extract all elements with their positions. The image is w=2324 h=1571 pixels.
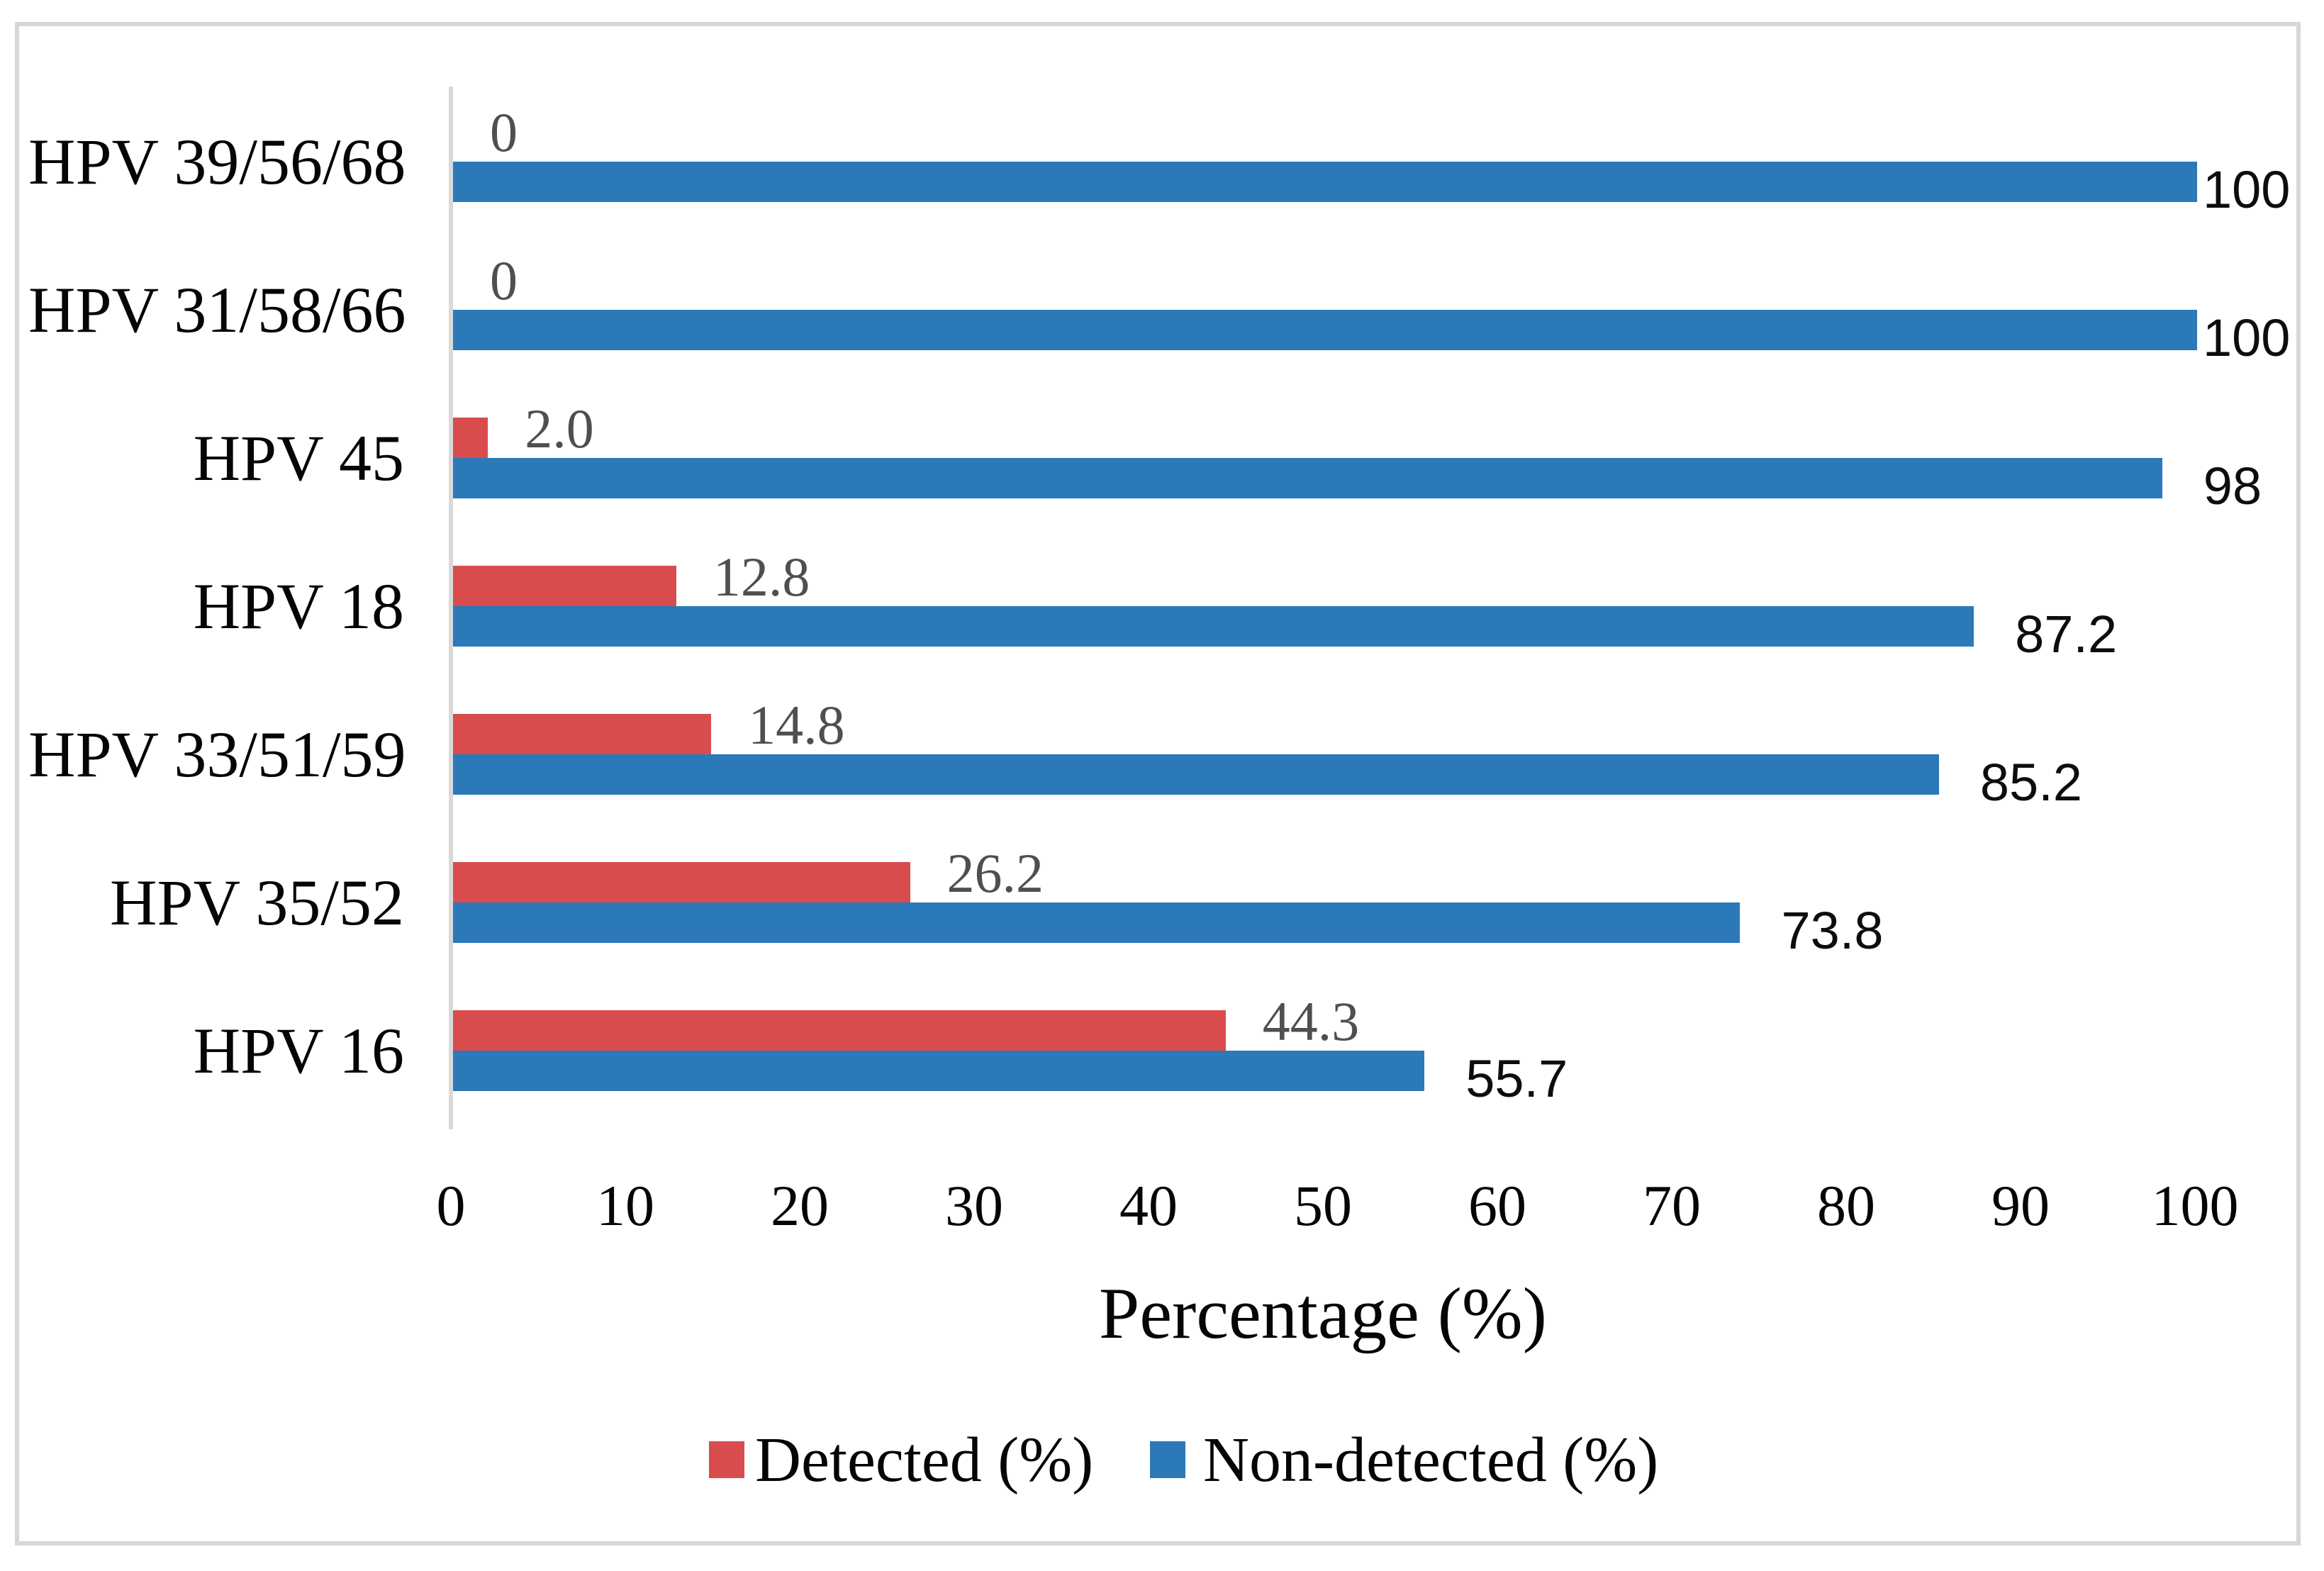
value-label-non-detected: 100 [2203, 160, 2291, 219]
value-label-non-detected: 85.2 [1979, 753, 2082, 812]
x-tick-label: 100 [2151, 1173, 2239, 1238]
bar-non-detected [453, 162, 2197, 202]
x-tick-label: 10 [596, 1173, 654, 1238]
category-label: HPV 39/56/68 [28, 125, 406, 198]
legend-swatch-non-detected [1150, 1441, 1185, 1478]
value-label-detected: 14.8 [748, 694, 845, 756]
category-label: HPV 45 [193, 422, 404, 494]
legend-label-detected: Detected (%) [755, 1425, 1094, 1495]
value-label-detected: 44.3 [1262, 990, 1360, 1052]
category-label: HPV 35/52 [110, 866, 404, 939]
category-label: HPV 18 [193, 570, 404, 642]
bar-non-detected [453, 310, 2197, 350]
x-tick-label: 40 [1119, 1173, 1178, 1238]
legend-label-non-detected: Non-detected (%) [1203, 1425, 1659, 1495]
x-tick-label: 90 [1991, 1173, 2050, 1238]
legend-swatch-detected [709, 1441, 744, 1478]
value-label-non-detected: 100 [2203, 308, 2291, 367]
category-label: HPV 33/51/59 [28, 718, 406, 790]
bar-detected [453, 566, 676, 606]
value-label-detected: 0 [490, 250, 518, 311]
x-tick-label: 20 [771, 1173, 829, 1238]
bar-detected [453, 862, 910, 902]
value-label-non-detected: 73.8 [1781, 901, 1884, 960]
bar-detected [453, 1010, 1226, 1051]
bar-detected [453, 714, 712, 754]
value-label-detected: 12.8 [713, 546, 810, 608]
x-tick-label: 30 [945, 1173, 1003, 1238]
x-axis-title: Percentage (%) [1099, 1273, 1547, 1354]
value-label-non-detected: 55.7 [1465, 1049, 1568, 1108]
category-label: HPV 16 [193, 1014, 404, 1087]
y-axis-line [449, 86, 453, 1129]
x-tick-label: 60 [1468, 1173, 1526, 1238]
value-label-detected: 2.0 [525, 398, 594, 459]
category-label: HPV 31/58/66 [28, 274, 406, 346]
bar-non-detected [453, 606, 1974, 647]
x-tick-label: 80 [1817, 1173, 1875, 1238]
x-tick-label: 0 [436, 1173, 466, 1238]
value-label-non-detected: 87.2 [2015, 605, 2118, 664]
value-label-non-detected: 98 [2203, 457, 2262, 515]
x-tick-label: 70 [1643, 1173, 1701, 1238]
bar-non-detected [453, 1051, 1425, 1091]
bar-non-detected [453, 458, 2162, 498]
bar-non-detected [453, 754, 1939, 795]
value-label-detected: 26.2 [946, 842, 1044, 904]
value-label-detected: 0 [490, 101, 518, 163]
x-tick-label: 50 [1294, 1173, 1352, 1238]
bar-non-detected [453, 902, 1741, 943]
bar-detected [453, 418, 488, 458]
